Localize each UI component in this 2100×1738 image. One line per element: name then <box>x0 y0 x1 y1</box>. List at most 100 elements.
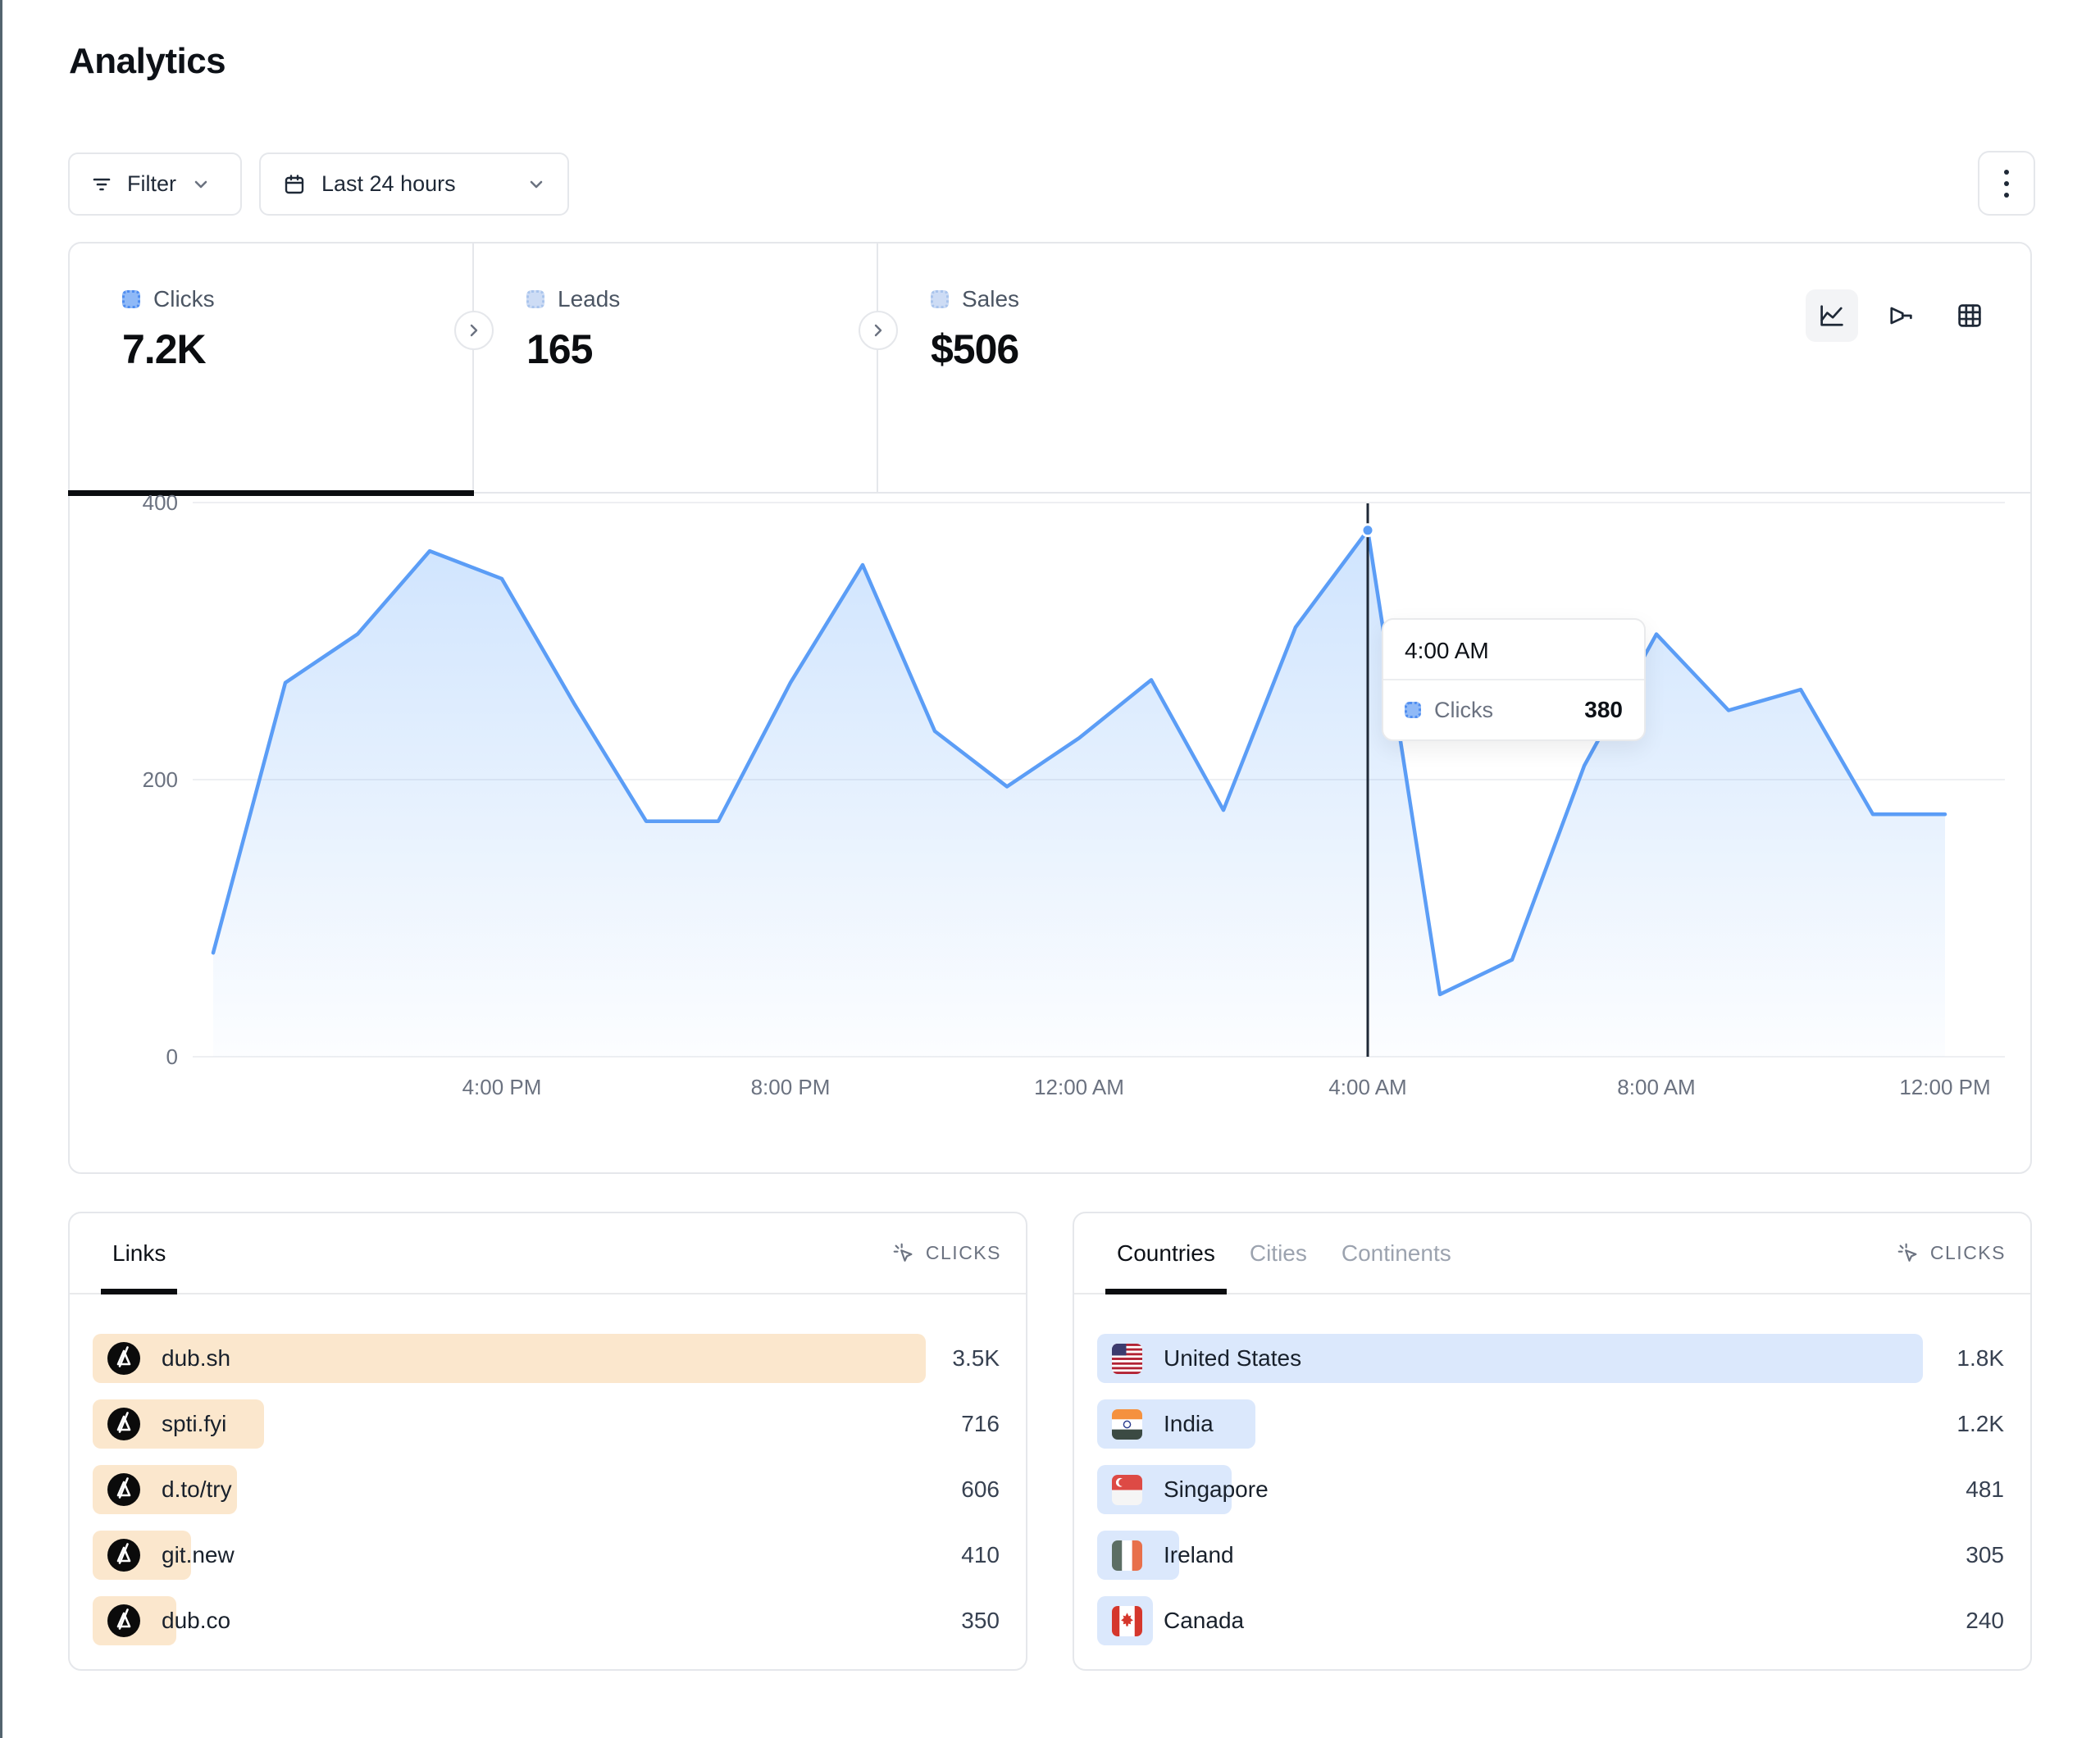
tooltip-value: 380 <box>1584 697 1623 722</box>
dub-logo-icon <box>107 1604 140 1637</box>
line-chart-icon <box>1820 305 1843 326</box>
country-row[interactable]: Canada 240 <box>1097 1596 2007 1645</box>
country-label: Singapore <box>1164 1476 1269 1502</box>
sales-legend-square <box>931 290 949 308</box>
page-title: Analytics <box>69 41 226 81</box>
country-clicks-value: 1.8K <box>1957 1345 2004 1371</box>
country-label: India <box>1164 1411 1214 1436</box>
filter-button[interactable]: Filter <box>68 152 242 216</box>
flag-singapore-icon <box>1112 1474 1142 1505</box>
sales-tab-label: Sales <box>962 286 1020 312</box>
link-label: git.new <box>162 1542 235 1567</box>
next-stat-button[interactable] <box>859 311 898 350</box>
next-stat-button[interactable] <box>454 311 494 350</box>
date-range-label: Last 24 hours <box>321 171 456 196</box>
tooltip-legend-square <box>1405 702 1421 718</box>
filter-icon <box>89 172 114 197</box>
countries-sort-label: CLICKS <box>1929 1242 2006 1263</box>
link-row-bar <box>93 1334 926 1383</box>
svg-text:0: 0 <box>166 1044 178 1069</box>
link-row[interactable]: dub.co 350 <box>93 1596 1003 1645</box>
tab-countries[interactable]: Countries <box>1105 1213 1227 1294</box>
links-sort-label: CLICKS <box>925 1242 1001 1263</box>
country-label: Canada <box>1164 1608 1245 1633</box>
country-label: United States <box>1164 1345 1302 1371</box>
tab-clicks[interactable]: Clicks 7.2K <box>68 243 474 496</box>
kebab-menu-icon <box>2004 169 2009 198</box>
leads-tab-value: 165 <box>526 326 593 372</box>
funnel-view-button[interactable] <box>1875 289 1927 342</box>
flag-india-icon <box>1112 1408 1142 1440</box>
country-row[interactable]: Ireland 305 <box>1097 1531 2007 1580</box>
countries-sort-by-clicks[interactable]: CLICKS <box>1896 1241 2006 1266</box>
link-row[interactable]: dub.sh 3.5K <box>93 1334 1003 1383</box>
chart-tooltip: 4:00 AM Clicks 380 <box>1382 618 1646 741</box>
country-row[interactable]: United States 1.8K <box>1097 1334 2007 1383</box>
more-options-button[interactable] <box>1978 151 2035 216</box>
flag-canada-icon <box>1112 1605 1142 1636</box>
tab-continents[interactable]: Continents <box>1341 1240 1451 1266</box>
link-row[interactable]: spti.fyi 716 <box>93 1399 1003 1449</box>
chevron-right-icon <box>470 324 478 337</box>
flag-us-icon <box>1112 1343 1142 1374</box>
svg-text:8:00 PM: 8:00 PM <box>751 1075 831 1099</box>
links-rows: dub.sh 3.5K spti.fyi 716 d.to/try 606 <box>93 1334 1003 1662</box>
cursor-click-icon <box>1897 1243 1917 1262</box>
tab-links[interactable]: Links <box>100 1213 178 1294</box>
country-clicks-value: 481 <box>1966 1476 2004 1502</box>
country-clicks-value: 305 <box>1966 1542 2004 1567</box>
svg-text:400: 400 <box>143 494 178 515</box>
links-panel: Links CLICKS dub.sh 3.5K spti.fyi 716 <box>68 1212 1027 1671</box>
link-clicks-value: 350 <box>961 1608 1000 1633</box>
svg-text:12:00 PM: 12:00 PM <box>1899 1075 1990 1099</box>
dub-logo-icon <box>107 1473 140 1506</box>
country-clicks-value: 240 <box>1966 1608 2004 1633</box>
chart-area <box>213 530 1945 1057</box>
dub-logo-icon <box>107 1342 140 1375</box>
tab-cities[interactable]: Cities <box>1249 1240 1307 1266</box>
clicks-tab-value: 7.2K <box>122 326 207 372</box>
link-label: spti.fyi <box>162 1411 227 1436</box>
dub-logo-icon <box>107 1408 140 1440</box>
chevron-down-icon <box>191 175 211 194</box>
table-grid-icon <box>1958 304 1981 327</box>
clicks-chart[interactable]: 0 200 400 4:00 PM 8:00 PM 12:00 AM 4:00 AM 8:00… <box>70 490 2030 1172</box>
clicks-chart-svg[interactable]: 0 200 400 4:00 PM 8:00 PM 12:00 AM 4:00 AM 8:00… <box>70 490 2030 1172</box>
cursor-click-icon <box>893 1243 913 1262</box>
date-range-button[interactable]: Last 24 hours <box>259 152 569 216</box>
leads-legend-square <box>526 290 544 308</box>
leads-tab-label: Leads <box>558 286 621 312</box>
dub-logo-icon <box>107 1539 140 1572</box>
window-edge-strip <box>0 0 2 1738</box>
tab-sales[interactable]: Sales $506 <box>878 243 1282 492</box>
country-row[interactable]: India 1.2K <box>1097 1399 2007 1449</box>
analytics-card: Clicks 7.2K Leads 165 Sales $506 <box>68 242 2032 1174</box>
country-row[interactable]: Singapore 481 <box>1097 1465 2007 1514</box>
link-row[interactable]: git.new 410 <box>93 1531 1003 1580</box>
clicks-legend-square <box>122 290 140 308</box>
clicks-tab-label: Clicks <box>153 286 215 312</box>
link-label: dub.co <box>162 1608 231 1633</box>
flag-ireland-icon <box>1112 1540 1142 1571</box>
tooltip-series-label: Clicks <box>1434 697 1493 722</box>
svg-text:200: 200 <box>143 767 178 792</box>
links-sort-by-clicks[interactable]: CLICKS <box>891 1241 1001 1266</box>
chevron-right-icon <box>874 324 882 337</box>
link-label: d.to/try <box>162 1476 232 1502</box>
tab-leads[interactable]: Leads 165 <box>474 243 878 492</box>
countries-panel: Countries Cities Continents CLICKS U <box>1073 1212 2032 1671</box>
filter-button-label: Filter <box>127 171 176 196</box>
chevron-down-icon <box>526 175 546 194</box>
line-chart-view-button[interactable] <box>1806 289 1858 342</box>
country-clicks-value: 1.2K <box>1957 1411 2004 1436</box>
link-clicks-value: 606 <box>961 1476 1000 1502</box>
link-label: dub.sh <box>162 1345 231 1371</box>
svg-text:4:00 PM: 4:00 PM <box>462 1075 542 1099</box>
link-row[interactable]: d.to/try 606 <box>93 1465 1003 1514</box>
country-row-bar <box>1097 1334 1923 1383</box>
link-clicks-value: 716 <box>961 1411 1000 1436</box>
table-view-button[interactable] <box>1943 289 1996 342</box>
countries-rows: United States 1.8K India 1.2K Singapore <box>1097 1334 2007 1662</box>
calendar-icon <box>282 172 307 197</box>
svg-text:4:00 AM: 4:00 AM <box>1328 1075 1406 1099</box>
